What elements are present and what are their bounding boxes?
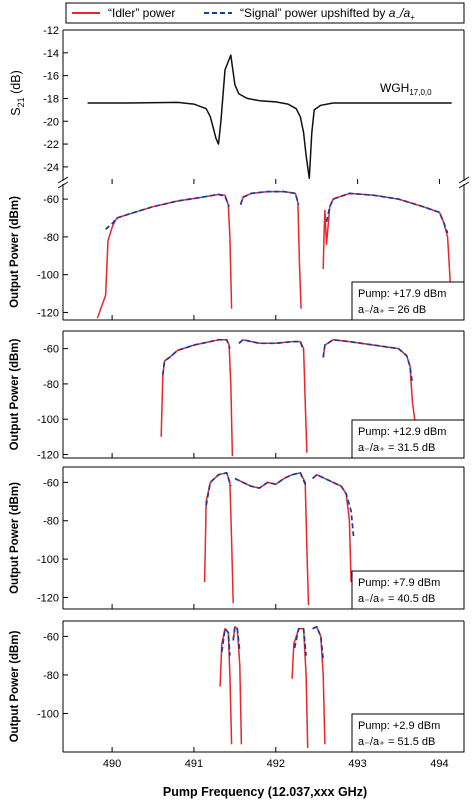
idler-power-line	[291, 627, 309, 749]
signal-power-line	[205, 471, 232, 506]
y-tick-label: -60	[43, 631, 59, 643]
mode-annotation: WGH17,0,0	[380, 81, 432, 97]
signal-power-line	[322, 338, 414, 385]
pump-annotation-box	[351, 281, 465, 321]
idler-power-line	[96, 193, 233, 319]
signal-power-line	[238, 338, 305, 351]
y-tick-label: -80	[43, 379, 59, 391]
signal-power-line	[239, 190, 300, 206]
y-tick-label: -60	[43, 344, 59, 356]
y-tick-label: -80	[43, 516, 59, 528]
signal-power-line	[234, 471, 307, 489]
y-tick-label: -18	[43, 93, 59, 105]
output-power-panel-12-9dbm: -60 -80 -100 -120 Output Power (dBm) Pump: +1…	[9, 330, 465, 461]
idler-power-line	[160, 339, 234, 457]
y-tick-label: -100	[37, 414, 59, 426]
x-tick-label: 491	[185, 758, 203, 770]
y-tick-label: -100	[37, 708, 59, 720]
signal-power-line	[293, 627, 307, 656]
y-tick-label: -120	[37, 592, 59, 604]
y-tick-label: -20	[43, 116, 59, 128]
legend-signal-ratio-mid: /a	[399, 6, 410, 20]
y-axis-label: Output Power (dBm)	[9, 482, 21, 594]
idler-power-line	[239, 190, 302, 309]
axis-break-mark	[458, 176, 470, 184]
x-axis-label: Pump Frequency (12.037,xxx GHz)	[163, 785, 367, 799]
legend: “Idler” power “Signal” power upshifted b…	[65, 2, 465, 24]
signal-power-line	[312, 625, 325, 660]
legend-signal-ratio: a	[389, 6, 396, 20]
axis-break-mark	[57, 176, 69, 184]
legend-signal-label: “Signal” power upshifted by a−/a+	[240, 6, 415, 22]
signal-power-line	[220, 627, 231, 656]
signal-power-line	[325, 192, 449, 234]
y-tick-label: -16	[43, 71, 59, 83]
y-axis-label: Output Power (dBm)	[9, 338, 21, 450]
x-tick-label: 490	[103, 758, 121, 770]
mode-annotation-sub: 17,0,0	[409, 88, 432, 97]
ratio-label: a₋/a₊ = 51.5 dB	[358, 736, 435, 748]
axis-break-gap	[458, 181, 470, 185]
legend-signal-ratio-sub1: −	[395, 13, 400, 22]
y-tick-label: -80	[43, 670, 59, 682]
s21-line	[87, 54, 452, 180]
y-tick-label: -24	[43, 162, 59, 174]
pump-power-label: Pump: +17.9 dBm	[358, 288, 446, 300]
idler-power-line	[234, 472, 310, 606]
y-tick-label: -14	[43, 48, 59, 60]
output-power-panel-17-9dbm: -60 -80 -100 -120 Output Power (dBm) Pump: +1…	[9, 184, 465, 321]
pump-annotation-box	[351, 570, 465, 610]
idler-power-line	[232, 626, 243, 745]
ratio-label: a₋/a₊ = 26 dB	[358, 304, 426, 316]
y-tick-label: -80	[43, 232, 59, 244]
y-tick-label: -100	[37, 554, 59, 566]
y-tick-label: -120	[37, 307, 59, 319]
idler-power-line	[322, 192, 452, 294]
legend-signal-prefix: “Signal” power upshifted by	[240, 6, 389, 20]
signal-power-line	[312, 473, 355, 537]
ratio-label: a₋/a₊ = 31.5 dB	[358, 442, 435, 454]
x-tick-label: 494	[430, 758, 448, 770]
y-axis-label: Output Power (dBm)	[9, 630, 21, 742]
y-tick-label: -100	[37, 270, 59, 282]
y-tick-label: -12	[43, 25, 59, 37]
ratio-label: a₋/a₊ = 40.5 dB	[358, 593, 435, 605]
idler-power-line	[238, 339, 308, 453]
legend-idler-label: “Idler” power	[108, 6, 175, 20]
signal-power-line	[161, 338, 231, 376]
x-tick-label: 492	[267, 758, 285, 770]
pump-power-label: Pump: +2.9 dBm	[358, 720, 440, 732]
idler-power-line	[312, 473, 352, 583]
y-tick-label: -60	[43, 194, 59, 206]
output-power-panel-2-9dbm: -60 -80 -100 490 491 492 493 494 Output Power (d…	[9, 620, 465, 770]
idler-power-line	[203, 472, 234, 604]
y-tick-label: -22	[43, 139, 59, 151]
s21-panel: -12 -14 -16 -18 -20 -22 -24 S21 (dB) WGH17,0,0	[9, 25, 470, 189]
y-axis-label-unit: (dB)	[9, 70, 23, 97]
output-power-panel-7-9dbm: -60 -80 -100 -120 Output Power (dBm) Pump: +7…	[9, 466, 465, 610]
y-tick-label: -60	[43, 477, 59, 489]
signal-power-line	[105, 193, 230, 230]
mode-annotation-main: WGH	[380, 81, 409, 95]
y-tick-label: -120	[37, 449, 59, 461]
pump-annotation-box	[351, 419, 465, 459]
y-axis-label: Output Power (dBm)	[9, 196, 21, 308]
pump-annotation-box	[351, 713, 465, 753]
x-tick-label: 493	[348, 758, 366, 770]
legend-box	[65, 2, 465, 24]
idler-power-line	[312, 626, 326, 745]
pump-power-label: Pump: +7.9 dBm	[358, 577, 440, 589]
y-axis-label-sub: 21	[16, 97, 26, 107]
y-axis-label: S21 (dB)	[9, 70, 26, 115]
legend-signal-ratio-sub2: +	[410, 13, 415, 22]
y-axis-label-main: S	[9, 107, 23, 115]
axis-break-gap	[57, 181, 69, 185]
signal-power-line	[232, 625, 241, 652]
pump-power-label: Pump: +12.9 dBm	[358, 426, 446, 438]
